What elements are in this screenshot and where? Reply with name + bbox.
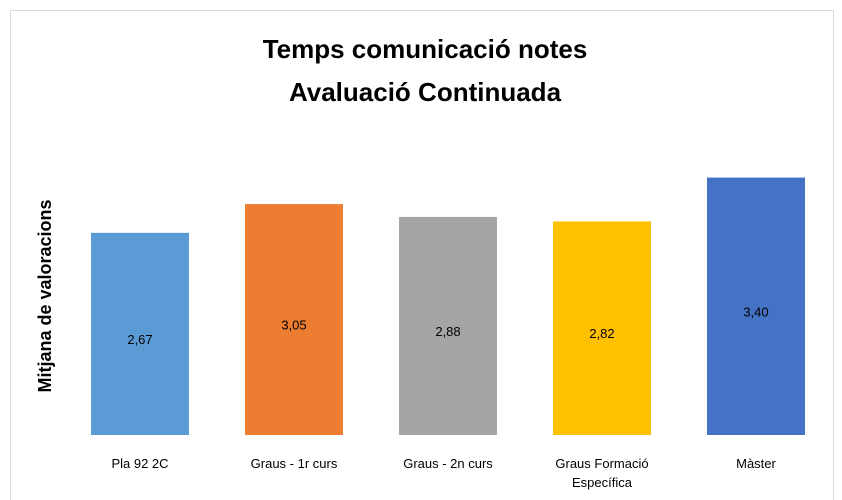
bar	[553, 221, 651, 435]
x-tick-label: Pla 92 2C	[111, 456, 169, 471]
x-tick-label: Graus Formació Específica	[555, 456, 649, 490]
chart-frame	[10, 10, 834, 500]
y-axis-label: Mitjana de valoracions	[35, 199, 55, 392]
bar	[399, 216, 497, 435]
data-label: 3,40	[743, 304, 768, 319]
bar	[91, 232, 189, 435]
data-label: 2,88	[435, 324, 460, 339]
data-label: 2,82	[589, 326, 614, 341]
x-tick-label: Graus - 2n curs	[403, 456, 493, 471]
x-tick-label: Màster	[736, 456, 776, 471]
data-label: 2,67	[127, 332, 152, 347]
bar	[245, 204, 343, 435]
chart-title: Temps comunicació notes	[263, 34, 588, 64]
bar	[707, 177, 805, 436]
x-tick-label: Graus - 1r curs	[250, 456, 338, 471]
chart-title: Avaluació Continuada	[289, 77, 562, 107]
data-label: 3,05	[281, 318, 306, 333]
